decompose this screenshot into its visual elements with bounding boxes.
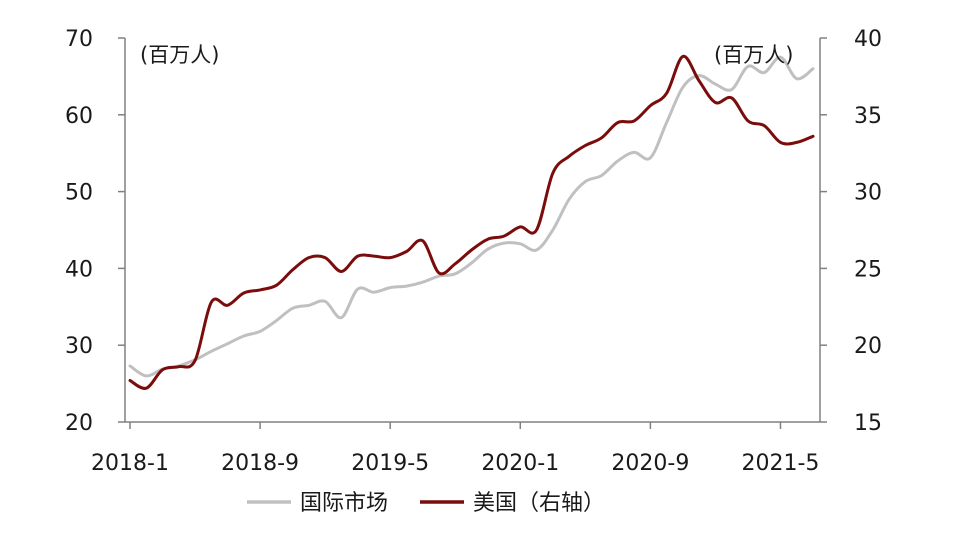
x-tick-label: 2021-5 — [742, 451, 820, 476]
y-right-tick-label: 15 — [854, 411, 882, 436]
y-right-tick-label: 30 — [854, 181, 882, 206]
y-left-tick-label: 40 — [65, 257, 93, 282]
axes — [124, 38, 821, 423]
y-left-tick-label: 20 — [65, 411, 93, 436]
y-left-tick-label: 50 — [65, 181, 93, 206]
y-left-tick-label: 70 — [65, 27, 93, 52]
y-left-tick-label: 30 — [65, 334, 93, 359]
legend-label: 美国（右轴） — [473, 491, 605, 516]
ticks: 20 30 40 50 60 70 15 20 25 30 35 40 2018-1 2018-9 2019… — [65, 27, 882, 476]
y-right-tick-label: 20 — [854, 334, 882, 359]
left-axis-unit: (百万人) — [140, 43, 219, 67]
series-line-usa — [128, 54, 815, 390]
x-tick-label: 2018-9 — [221, 451, 299, 476]
x-tick-label: 2019-5 — [351, 451, 429, 476]
series-line-international — [128, 55, 815, 378]
legend: 国际市场 美国（右轴） — [247, 491, 605, 516]
y-right-tick-label: 35 — [854, 104, 882, 129]
right-axis-unit: (百万人) — [714, 43, 793, 67]
series-layer — [128, 54, 815, 390]
legend-label: 国际市场 — [300, 491, 388, 516]
y-right-tick-label: 40 — [854, 27, 882, 52]
y-left-tick-label: 60 — [65, 104, 93, 129]
x-tick-label: 2020-9 — [611, 451, 689, 476]
x-tick-label: 2020-1 — [481, 451, 559, 476]
x-tick-label: 2018-1 — [91, 451, 169, 476]
y-right-tick-label: 25 — [854, 257, 882, 282]
